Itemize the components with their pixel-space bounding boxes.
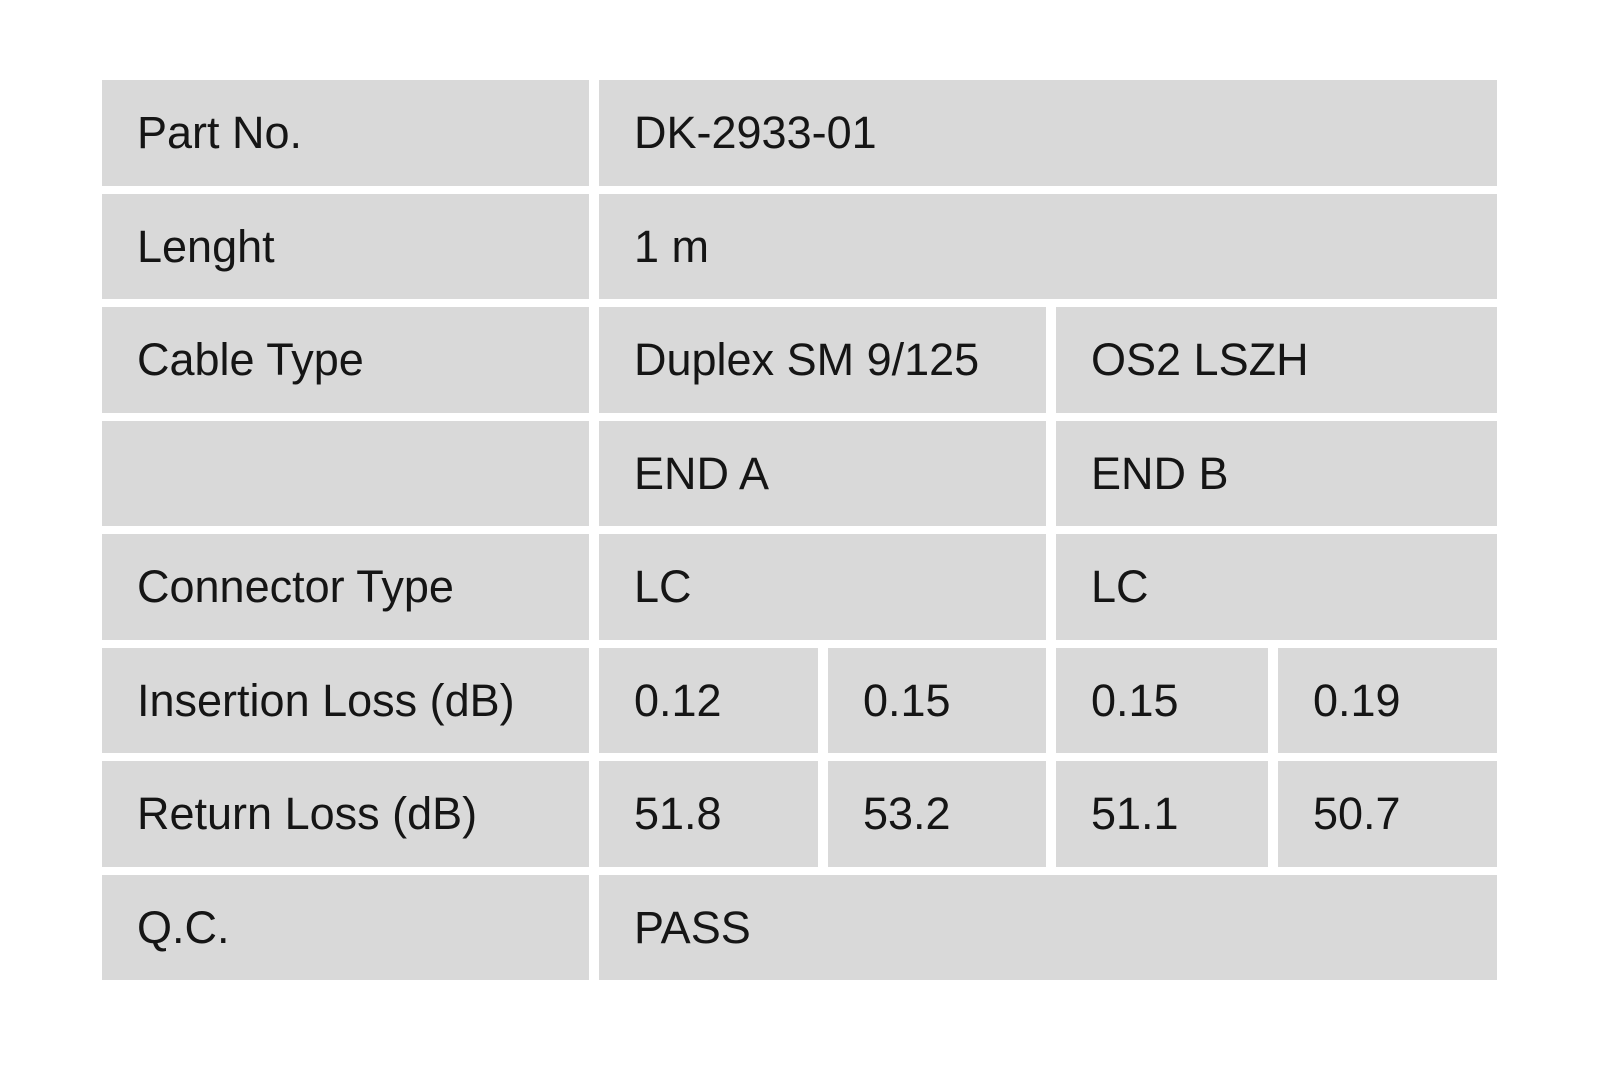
row-label-connector-type: Connector Type: [102, 534, 589, 640]
value-insertion-loss-a2: 0.15: [828, 647, 1046, 753]
row-label-length: Lenght: [102, 193, 589, 299]
value-connector-end-a: LC: [599, 534, 1046, 640]
row-label-insertion-loss: Insertion Loss (dB): [102, 647, 589, 753]
value-length: 1 m: [599, 193, 1497, 299]
row-label-return-loss: Return Loss (dB): [102, 761, 589, 867]
row-label-qc: Q.C.: [102, 874, 589, 980]
value-return-loss-b2: 50.7: [1278, 761, 1497, 867]
value-qc-result: PASS: [599, 874, 1497, 980]
value-connector-end-b: LC: [1056, 534, 1497, 640]
row-label-part-no: Part No.: [102, 80, 589, 186]
value-return-loss-b1: 51.1: [1056, 761, 1268, 867]
header-end-a: END A: [599, 420, 1046, 526]
value-insertion-loss-a1: 0.12: [599, 647, 818, 753]
value-return-loss-a2: 53.2: [828, 761, 1046, 867]
value-insertion-loss-b2: 0.19: [1278, 647, 1497, 753]
header-end-b: END B: [1056, 420, 1497, 526]
row-label-empty: [102, 420, 589, 526]
row-label-cable-type: Cable Type: [102, 307, 589, 413]
value-cable-type-2: OS2 LSZH: [1056, 307, 1497, 413]
value-part-no: DK-2933-01: [599, 80, 1497, 186]
spec-table: Part No. DK-2933-01 Lenght 1 m Cable Typ…: [102, 80, 1497, 980]
value-cable-type-1: Duplex SM 9/125: [599, 307, 1046, 413]
value-return-loss-a1: 51.8: [599, 761, 818, 867]
value-insertion-loss-b1: 0.15: [1056, 647, 1268, 753]
